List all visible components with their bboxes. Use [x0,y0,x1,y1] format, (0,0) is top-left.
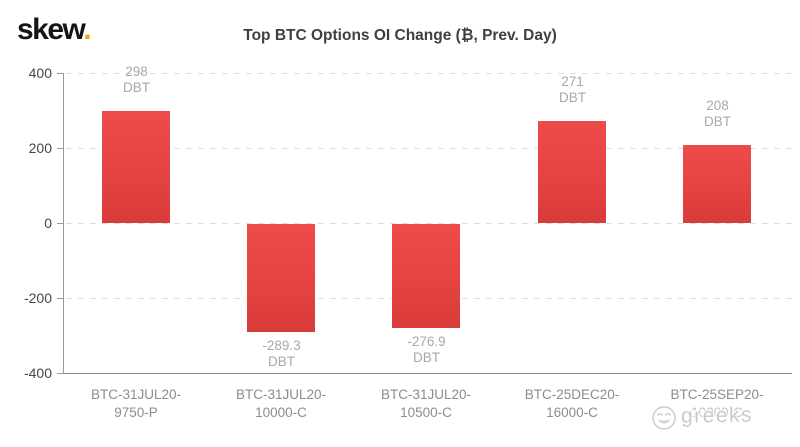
watermark-emoji-icon [652,406,676,430]
bar-value-unit: DBT [123,80,150,95]
bar-value-unit: DBT [413,350,440,365]
gridline-200 [66,148,792,149]
category-line2: 10000-C [255,405,307,420]
y-axis-tick-label: 400 [28,65,52,81]
bar-value-unit: DBT [268,354,295,369]
bar-value-label: -276.9 DBT [354,334,499,366]
bar-value-label: 208 DBT [645,98,790,130]
bar-value-unit: DBT [704,114,731,129]
y-axis-tick [57,73,63,74]
bar-value: 271 [561,74,584,89]
bar-value: -289.3 [262,338,301,353]
category-line2: 10500-C [400,405,452,420]
bar-value: 208 [706,98,729,113]
category-line2: 16000-C [546,405,598,420]
y-axis-tick-label: -400 [23,365,52,381]
category-line2: 10000-C [691,405,743,420]
bar-btc-31jul20-9750-p [102,111,170,223]
bar-btc-31jul20-10000-c [247,224,315,332]
category-line1: BTC-31JUL20- [235,387,327,402]
bar-btc-25sep20-10000-c [683,145,751,223]
y-axis-tick [57,148,63,149]
y-axis-tick-label: 0 [44,215,52,231]
skew-logo-dot: . [83,13,91,46]
bar-btc-31jul20-10500-c [392,224,460,328]
watermark-text: greeks [680,403,754,428]
x-axis-category-label: BTC-25SEP20- 10000-C [642,386,792,422]
category-line1: BTC-25SEP20- [670,387,764,402]
bar-value-label: 271 DBT [500,74,645,106]
category-line1: BTC-31JUL20- [380,387,472,402]
category-line1: BTC-31JUL20- [90,387,182,402]
bar-value-label: 298 DBT [64,64,209,96]
bar-value-unit: DBT [559,90,586,105]
category-line1: BTC-25DEC20- [524,387,620,402]
y-axis-tick-label: -200 [23,290,52,306]
chart-title: Top BTC Options OI Change (₿, Prev. Day) [243,27,557,44]
x-axis-category-label: BTC-25DEC20- 16000-C [497,386,647,422]
y-axis-tick [57,298,63,299]
skew-logo-text: skew [17,13,85,46]
bar-value: -276.9 [407,334,446,349]
bar-value: 298 [125,64,148,79]
gridline-400 [66,73,792,74]
skew-logo: skew. [17,13,92,47]
y-axis-line [63,73,64,373]
bar-btc-25dec20-16000-c [538,121,606,223]
watermark: greeks [649,396,792,436]
y-axis-tick-label: 200 [28,140,52,156]
x-axis-category-label: BTC-31JUL20- 9750-P [61,386,211,422]
y-axis-tick [57,223,63,224]
category-line2: 9750-P [114,405,158,420]
x-axis-category-label: BTC-31JUL20- 10000-C [206,386,356,422]
gridline-zero [66,223,792,224]
y-axis-tick [57,373,63,374]
bar-value-label: -289.3 DBT [209,338,354,370]
x-axis-line [57,373,792,374]
x-axis-category-label: BTC-31JUL20- 10500-C [351,386,501,422]
